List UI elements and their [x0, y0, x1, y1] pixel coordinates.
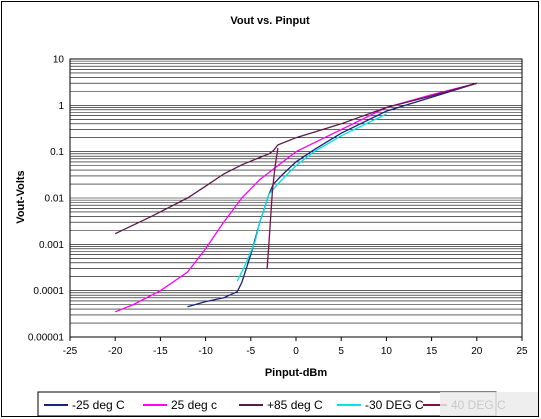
tick-labels: -25 -20 -15 -10 -5 0 5 10 15 20 25 0.00001 0.0001 0.0… [28, 55, 528, 358]
x-tick-label: 25 [516, 346, 528, 357]
plot-area [69, 58, 523, 338]
y-tick-label: 0.0001 [33, 286, 64, 297]
x-tick-label: 20 [471, 346, 483, 357]
legend-label-1: -25 deg C [72, 398, 125, 412]
y-tick-label: 0.01 [45, 194, 65, 205]
chart-title: Vout vs. Pinput [230, 15, 310, 27]
y-tick-label: 0.1 [50, 147, 64, 158]
x-tick-label: -25 [63, 346, 78, 357]
y-axis-label: Vout-Volts [15, 170, 27, 223]
x-tick-label: -10 [198, 346, 213, 357]
x-tick-label: 15 [426, 346, 438, 357]
x-tick-label: 10 [381, 346, 393, 357]
series-layer [114, 82, 477, 313]
series-line-1 [187, 82, 477, 308]
watermark [440, 392, 538, 416]
series-line-3 [114, 82, 477, 235]
y-tick-label: 1 [58, 101, 64, 112]
legend-label-3: +85 deg C [267, 398, 323, 412]
legend: -25 deg C25 deg c+85 deg C-30 DEG C40 DE… [37, 391, 506, 417]
x-tick-label: -5 [246, 346, 255, 357]
x-tick-label: -15 [153, 346, 168, 357]
legend-label-2: 25 deg c [171, 398, 217, 412]
series-line-4 [236, 113, 387, 282]
series-line-5 [266, 147, 279, 269]
grid [70, 60, 522, 338]
legend-label-4: -30 DEG C [365, 398, 424, 412]
y-tick-label: 10 [53, 55, 65, 66]
series-line-2 [114, 82, 477, 313]
x-tick-label: 0 [293, 346, 299, 357]
x-axis-label: Pinput-dBm [265, 367, 328, 379]
legend-box [37, 391, 497, 417]
x-tick-label: -20 [108, 346, 123, 357]
x-tick-label: 5 [338, 346, 344, 357]
y-tick-label: 0.001 [39, 240, 64, 251]
y-tick-label: 0.00001 [28, 333, 65, 344]
